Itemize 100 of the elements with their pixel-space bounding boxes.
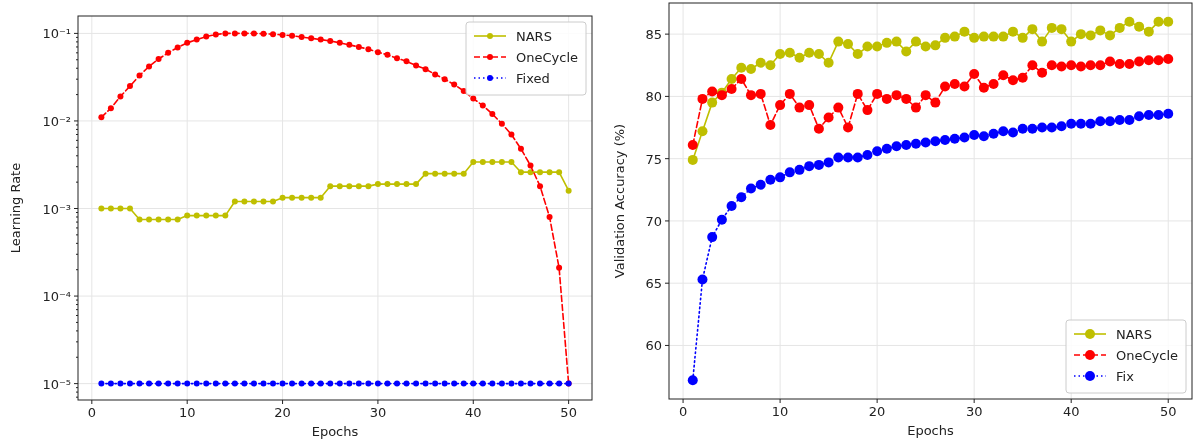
point xyxy=(317,36,324,43)
point xyxy=(374,49,381,56)
point xyxy=(843,152,854,163)
point xyxy=(707,97,718,108)
point xyxy=(940,134,951,145)
point xyxy=(422,380,429,387)
point xyxy=(852,88,863,99)
point xyxy=(422,66,429,73)
point xyxy=(697,274,708,285)
point xyxy=(413,380,420,387)
legend-label: OneCycle xyxy=(516,50,578,65)
x-tick-label: 30 xyxy=(369,405,387,420)
point xyxy=(432,71,439,78)
point xyxy=(872,146,883,157)
y-axis-title: Validation Accuracy (%) xyxy=(612,123,627,279)
point xyxy=(556,380,563,387)
point xyxy=(1163,54,1174,65)
point xyxy=(843,122,854,133)
point xyxy=(155,216,162,223)
point xyxy=(355,380,362,387)
point xyxy=(1114,22,1125,33)
point xyxy=(260,380,267,387)
point xyxy=(470,380,477,387)
point xyxy=(537,183,544,190)
point xyxy=(279,31,286,38)
point xyxy=(910,36,921,47)
point xyxy=(479,380,486,387)
x-tick-label: 40 xyxy=(1062,404,1080,419)
point xyxy=(403,181,410,188)
point xyxy=(833,152,844,163)
point xyxy=(498,120,505,127)
y-tick-label: 75 xyxy=(645,151,662,167)
point xyxy=(1066,36,1077,47)
x-axis-title: Epochs xyxy=(311,424,359,439)
point xyxy=(784,88,795,99)
point xyxy=(184,39,191,46)
point xyxy=(978,131,989,142)
point xyxy=(327,183,334,190)
point xyxy=(98,114,105,121)
point xyxy=(1114,59,1125,70)
point xyxy=(126,83,133,90)
point xyxy=(1105,56,1116,67)
point xyxy=(107,380,114,387)
point xyxy=(327,37,334,44)
point xyxy=(498,380,505,387)
point xyxy=(891,36,902,47)
x-tick-label: 10 xyxy=(178,405,196,420)
point xyxy=(441,170,448,177)
point xyxy=(517,145,524,152)
point xyxy=(1114,115,1125,126)
point xyxy=(736,62,747,73)
point xyxy=(804,47,815,58)
point xyxy=(546,213,553,220)
y-tick-label: 10⁻² xyxy=(42,113,71,129)
point xyxy=(1017,32,1028,43)
point xyxy=(393,380,400,387)
point xyxy=(969,130,980,140)
point xyxy=(1134,21,1145,32)
point xyxy=(432,170,439,177)
point xyxy=(203,33,210,40)
point xyxy=(726,200,737,211)
point xyxy=(546,169,553,176)
point xyxy=(1075,29,1086,40)
x-tick-label: 40 xyxy=(465,405,482,420)
x-tick-label: 0 xyxy=(678,404,688,419)
point xyxy=(489,111,496,118)
point xyxy=(527,169,534,176)
point xyxy=(1017,123,1028,134)
point xyxy=(1143,110,1154,121)
point xyxy=(117,380,124,387)
point xyxy=(336,39,343,46)
point xyxy=(813,123,824,134)
point xyxy=(1163,108,1174,119)
point xyxy=(508,380,515,387)
point xyxy=(527,380,534,387)
point xyxy=(231,198,238,205)
point xyxy=(775,49,786,60)
point xyxy=(298,33,305,40)
point xyxy=(174,44,181,51)
point xyxy=(784,167,795,178)
point xyxy=(901,93,912,104)
point xyxy=(317,194,324,201)
point xyxy=(1143,55,1154,66)
point xyxy=(355,183,362,190)
point xyxy=(765,174,776,185)
point xyxy=(1056,121,1067,132)
point xyxy=(479,102,486,109)
point xyxy=(260,198,267,205)
point xyxy=(355,43,362,50)
point xyxy=(794,164,805,175)
point xyxy=(250,198,257,205)
point xyxy=(1134,56,1145,67)
point xyxy=(755,88,766,99)
point xyxy=(804,161,815,172)
point xyxy=(949,31,960,42)
point xyxy=(852,152,863,163)
point xyxy=(241,30,248,37)
point xyxy=(203,380,210,387)
legend-label: NARS xyxy=(1116,327,1152,342)
point xyxy=(365,380,372,387)
